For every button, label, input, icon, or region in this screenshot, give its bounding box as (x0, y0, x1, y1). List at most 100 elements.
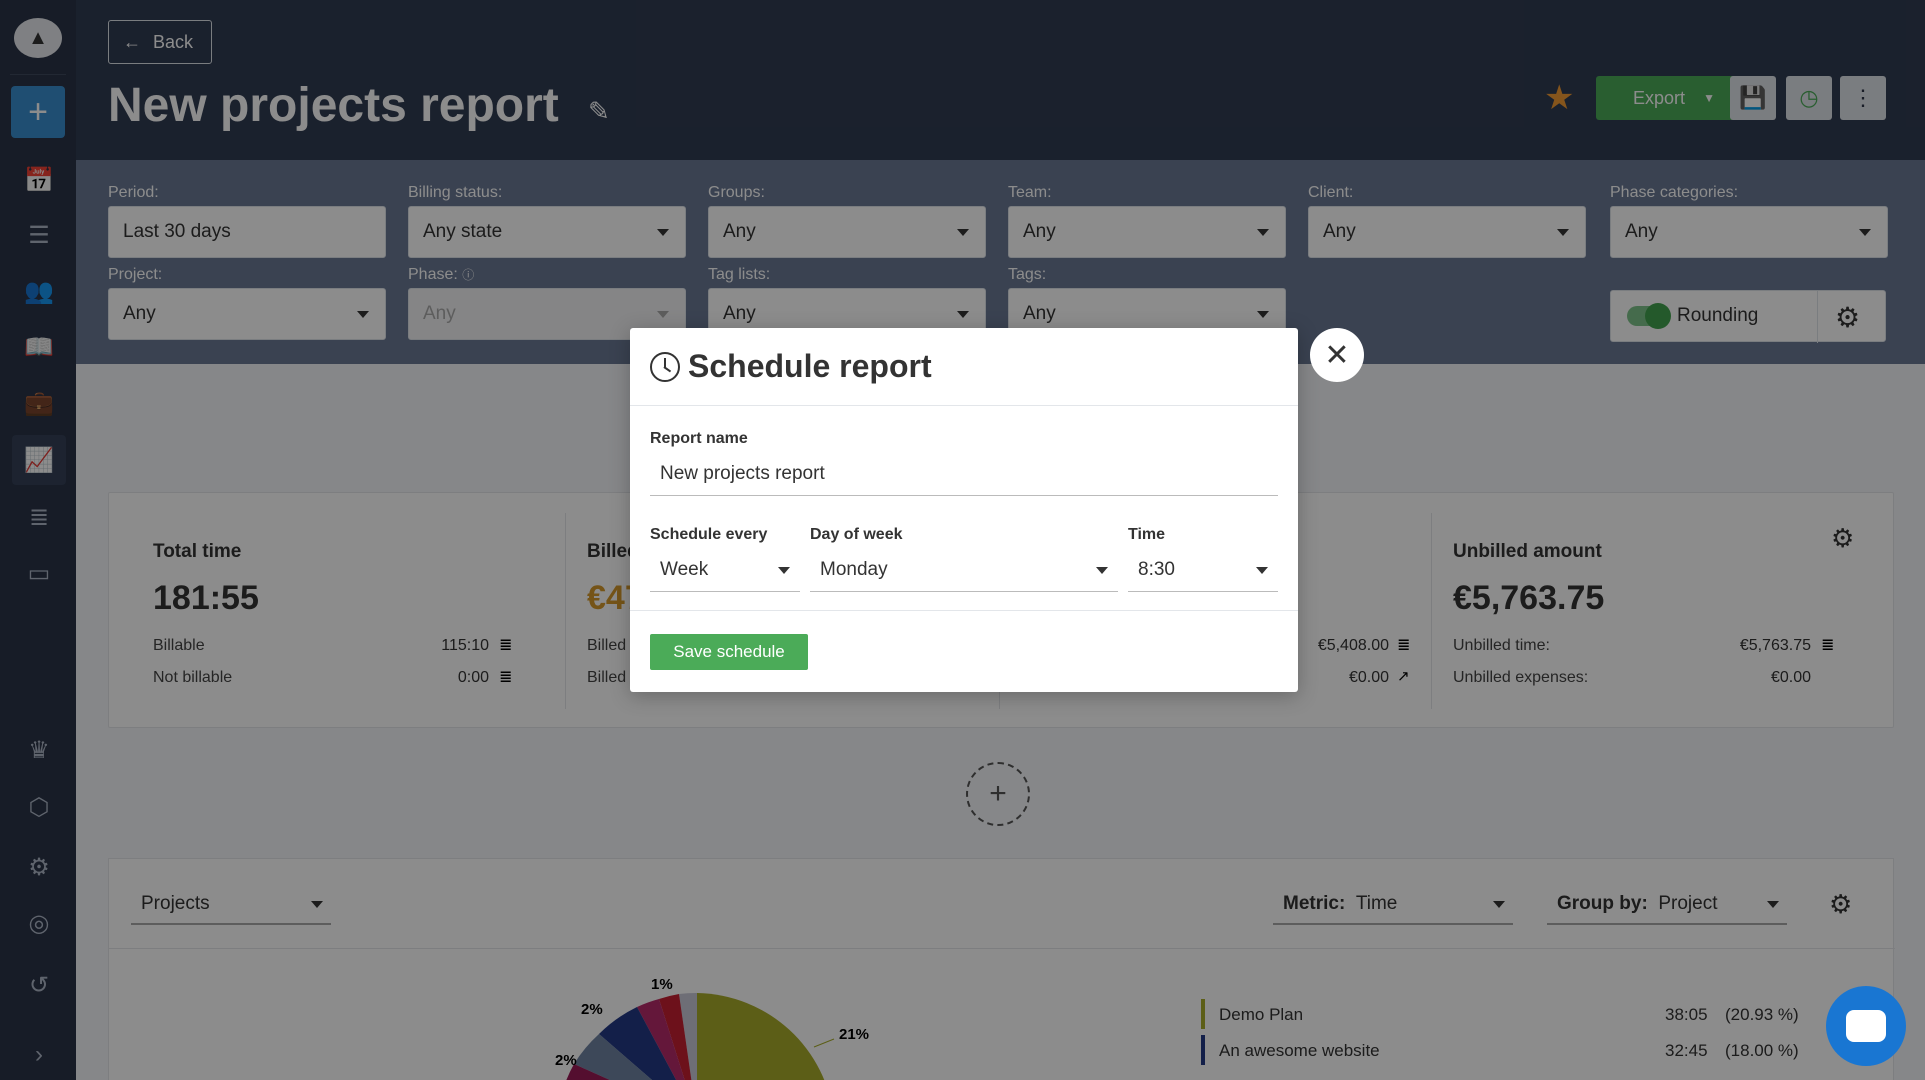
list-details-icon[interactable]: ≣ (1821, 637, 1835, 654)
kpi-value: €5,763.75 (1453, 579, 1605, 617)
rounding-settings-icon[interactable]: ⚙ (1835, 302, 1861, 333)
list-details-icon[interactable]: ≣ (499, 637, 513, 654)
pie-slice[interactable] (637, 999, 697, 1080)
metric-select[interactable]: Metric: Time (1273, 885, 1513, 925)
team-select[interactable]: Any (1008, 206, 1286, 258)
time-select[interactable]: 8:30 (1128, 548, 1278, 592)
edit-title-icon[interactable]: ✎ (588, 96, 610, 126)
user-circle-icon[interactable]: ◎ (28, 909, 50, 937)
day-of-week-select[interactable]: Monday (810, 548, 1118, 592)
clock-icon: ◷ (1799, 85, 1819, 110)
time-value: 8:30 (1138, 558, 1175, 580)
legend-swatch (1201, 1035, 1205, 1065)
filter-label: Project: (108, 266, 163, 283)
filter-label: Phase: ⓘ (408, 266, 474, 284)
more-options-button[interactable]: ⋮ (1840, 76, 1886, 120)
report-name-value: New projects report (660, 462, 825, 484)
rounding-toggle[interactable] (1627, 303, 1671, 329)
external-link-icon[interactable]: ↗ (1397, 668, 1410, 685)
history-icon[interactable]: ↺ (28, 971, 50, 999)
kpi-row-label: Unbilled time: (1453, 637, 1550, 654)
period-select[interactable]: Last 30 days (108, 206, 386, 258)
favorite-star-icon[interactable]: ★ (1544, 79, 1575, 117)
reports-icon[interactable]: 📈 (12, 435, 66, 485)
crown-icon[interactable]: ♛ (28, 736, 50, 764)
project-value: Any (123, 303, 156, 324)
list-details-icon[interactable]: ≣ (499, 669, 513, 686)
back-label: Back (153, 31, 194, 52)
logo-icon[interactable]: ▲ (14, 18, 62, 58)
chart-controls: Projects Metric: Time Group by: Project … (109, 859, 1895, 949)
kpi-row-label: Unbilled expenses: (1453, 669, 1589, 686)
metric-label: Metric: (1283, 893, 1346, 914)
time-label: Time (1128, 526, 1166, 543)
pie-slice[interactable] (659, 994, 697, 1080)
kpi-row-label: Billed (587, 637, 627, 654)
expand-sidebar-icon[interactable]: › (35, 1041, 43, 1068)
pie-label-1: 1% (651, 979, 673, 993)
close-dialog-button[interactable]: ✕ (1310, 328, 1364, 382)
save-schedule-button[interactable]: Save schedule (650, 634, 808, 670)
pie-slice-demo-plan[interactable] (697, 993, 834, 1080)
kpi-settings-icon[interactable]: ⚙ (1831, 523, 1855, 553)
page-title: New projects report (108, 79, 559, 132)
filter-label: Tag lists: (708, 266, 771, 283)
legend-item-name[interactable]: Demo Plan (1219, 1005, 1304, 1024)
team-icon[interactable]: 👥 (24, 277, 54, 305)
billing-status-select[interactable]: Any state (408, 206, 686, 258)
pie-slice[interactable] (557, 1064, 697, 1080)
chart-card: Projects Metric: Time Group by: Project … (108, 858, 1895, 1080)
kpi-row-value: €5,408.00 (1317, 637, 1389, 654)
project-select[interactable]: Any (108, 288, 386, 340)
divider (630, 610, 1298, 611)
book-icon[interactable]: 📖 (24, 333, 54, 361)
legend-item-time: 32:45 (1665, 1041, 1708, 1060)
wallet-icon[interactable]: ▭ (27, 559, 51, 587)
label-leader-line (813, 1038, 835, 1048)
boxes-icon[interactable]: ⬡ (28, 793, 50, 821)
add-widget-button[interactable]: + (966, 762, 1030, 826)
pie-slice-awesome-website[interactable] (599, 1007, 697, 1080)
phase-label: Phase: (408, 266, 458, 283)
kpi-row-label: Billed (587, 669, 627, 686)
export-button[interactable]: Export ▼ (1596, 76, 1752, 120)
briefcase-icon[interactable]: 💼 (24, 389, 54, 417)
kpi-third: €5,408.00 ≣ €0.00 ↗ (999, 493, 1431, 729)
client-select[interactable]: Any (1308, 206, 1586, 258)
pie-slice[interactable] (574, 1034, 697, 1080)
day-of-week-value: Monday (820, 558, 888, 580)
list-details-icon[interactable]: ≣ (1397, 637, 1411, 654)
groups-select[interactable]: Any (708, 206, 986, 258)
chart-settings-icon[interactable]: ⚙ (1829, 889, 1853, 919)
back-button[interactable]: ← Back (108, 20, 212, 64)
list-icon[interactable]: ≣ (28, 503, 50, 531)
kpi-row-label: Not billable (153, 669, 233, 686)
save-report-button[interactable]: 💾 (1730, 76, 1776, 120)
kpi-row-value: 0:00 (457, 669, 489, 686)
calendar-clock-icon[interactable]: 📅 (24, 166, 54, 194)
schedule-every-select[interactable]: Week (650, 548, 800, 592)
filter-label: Billing status: (408, 184, 503, 201)
pie-slice[interactable] (679, 992, 697, 1080)
report-name-input[interactable]: New projects report (650, 452, 1278, 496)
schedule-button[interactable]: ◷ (1786, 76, 1832, 120)
chart-entity-select[interactable]: Projects (131, 885, 331, 925)
phase-value: Any (423, 303, 456, 324)
filter-label: Client: (1308, 184, 1354, 201)
settings-icon[interactable]: ⚙ (28, 853, 50, 881)
tags-value: Any (1023, 303, 1056, 324)
sidebar-divider (10, 74, 66, 75)
chat-support-button[interactable] (1826, 986, 1906, 1066)
checklist-icon[interactable]: ☰ (28, 221, 50, 249)
client-value: Any (1323, 221, 1356, 242)
legend-item-name[interactable]: An awesome website (1219, 1041, 1380, 1060)
kpi-row-value: €0.00 (1348, 669, 1389, 686)
new-item-button[interactable]: + (11, 86, 65, 138)
info-icon[interactable]: ⓘ (462, 268, 475, 282)
pie-label-2b: 2% (555, 1052, 577, 1069)
kpi-title: Total time (153, 541, 242, 562)
phase-categories-select[interactable]: Any (1610, 206, 1888, 258)
report-name-label: Report name (650, 430, 748, 447)
metric-value: Time (1355, 893, 1398, 914)
group-by-select[interactable]: Group by: Project (1547, 885, 1787, 925)
